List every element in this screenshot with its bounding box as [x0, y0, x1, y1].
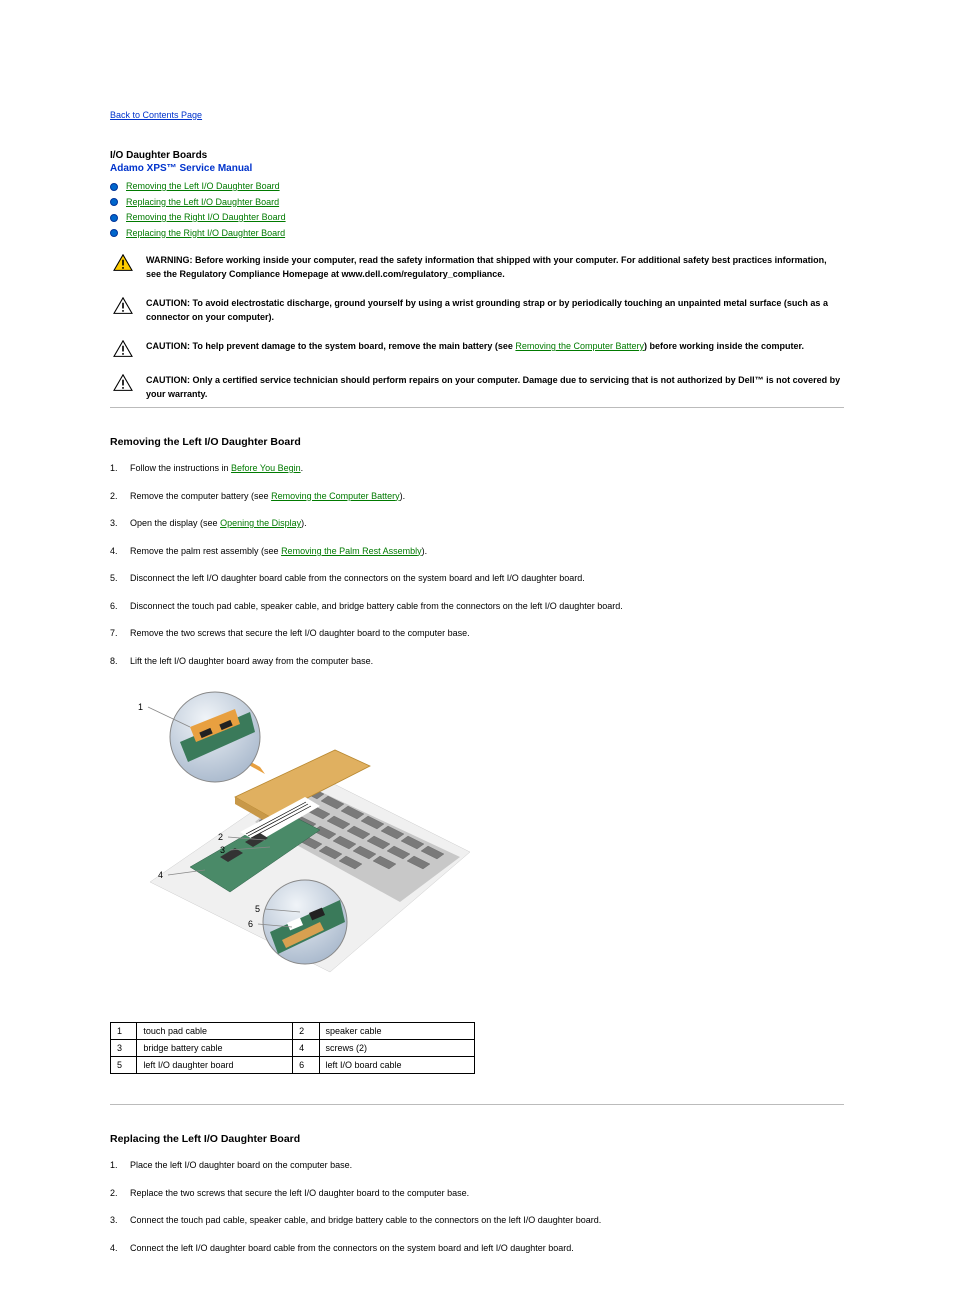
legend-label: speaker cable: [319, 1023, 474, 1040]
steps-remove: Follow the instructions in Before You Be…: [110, 462, 844, 668]
caution-text-3: CAUTION: Only a certified service techni…: [146, 375, 840, 399]
caution-icon: [113, 374, 133, 392]
step-text: Remove the palm rest assembly (see: [130, 546, 281, 556]
back-link[interactable]: Back to Contents Page: [110, 110, 202, 120]
step-text: ).: [422, 546, 428, 556]
caution-text-1: CAUTION: To avoid electrostatic discharg…: [146, 298, 828, 322]
step-link[interactable]: Removing the Computer Battery: [271, 491, 400, 501]
legend-num: 4: [293, 1040, 319, 1057]
caution-icon: [113, 297, 133, 315]
legend-label: left I/O daughter board: [137, 1057, 293, 1074]
sub-heading-2: Replacing the Left I/O Daughter Board: [110, 1133, 844, 1145]
table-row: 1 touch pad cable 2 speaker cable: [111, 1023, 475, 1040]
bullet-icon: [110, 198, 118, 206]
diagram: 1 2 3 4 5 6: [110, 682, 470, 982]
caution-link-2[interactable]: Removing the Computer Battery: [515, 341, 644, 351]
bullet-icon: [110, 183, 118, 191]
legend-table: 1 touch pad cable 2 speaker cable 3 brid…: [110, 1022, 475, 1074]
warning-notice: WARNING: Before working inside your comp…: [110, 254, 844, 281]
step-text: ).: [400, 491, 406, 501]
caution-notice: CAUTION: Only a certified service techni…: [110, 374, 844, 401]
step-text: Connect the left I/O daughter board cabl…: [130, 1243, 574, 1253]
legend-num: 5: [111, 1057, 137, 1074]
bullet-link-0[interactable]: Removing the Left I/O Daughter Board: [126, 180, 280, 194]
legend-num: 1: [111, 1023, 137, 1040]
divider: [110, 1104, 844, 1105]
caution-notice: CAUTION: To avoid electrostatic discharg…: [110, 297, 844, 324]
manual-title: Adamo XPS™ Service Manual: [110, 163, 844, 174]
caution-text-2-post: ) before working inside the computer.: [644, 341, 804, 351]
step-link[interactable]: Opening the Display: [220, 518, 301, 528]
bullet-icon: [110, 214, 118, 222]
step-text: Lift the left I/O daughter board away fr…: [130, 656, 373, 666]
svg-text:6: 6: [248, 919, 253, 929]
bullet-link-2[interactable]: Removing the Right I/O Daughter Board: [126, 211, 286, 225]
step-text: Follow the instructions in: [130, 463, 231, 473]
step-text: Remove the computer battery (see: [130, 491, 271, 501]
legend-label: screws (2): [319, 1040, 474, 1057]
caution-text-2-pre: CAUTION: To help prevent damage to the s…: [146, 341, 515, 351]
legend-label: bridge battery cable: [137, 1040, 293, 1057]
step-text: Disconnect the left I/O daughter board c…: [130, 573, 585, 583]
svg-text:3: 3: [220, 845, 225, 855]
step-text: Open the display (see: [130, 518, 220, 528]
step-link[interactable]: Removing the Palm Rest Assembly: [281, 546, 422, 556]
svg-text:1: 1: [138, 702, 143, 712]
legend-label: left I/O board cable: [319, 1057, 474, 1074]
legend-num: 6: [293, 1057, 319, 1074]
bullet-link-3[interactable]: Replacing the Right I/O Daughter Board: [126, 227, 285, 241]
svg-text:2: 2: [218, 832, 223, 842]
divider: [110, 407, 844, 408]
legend-num: 3: [111, 1040, 137, 1057]
step-text: ).: [301, 518, 307, 528]
step-text: .: [301, 463, 304, 473]
step-text: Connect the touch pad cable, speaker cab…: [130, 1215, 601, 1225]
step-text: Disconnect the touch pad cable, speaker …: [130, 601, 623, 611]
svg-text:5: 5: [255, 904, 260, 914]
section-title: I/O Daughter Boards: [110, 150, 844, 161]
svg-text:4: 4: [158, 870, 163, 880]
legend-label: touch pad cable: [137, 1023, 293, 1040]
sub-heading-1: Removing the Left I/O Daughter Board: [110, 436, 844, 448]
bullet-link-1[interactable]: Replacing the Left I/O Daughter Board: [126, 196, 279, 210]
step-text: Remove the two screws that secure the le…: [130, 628, 470, 638]
warning-text: WARNING: Before working inside your comp…: [146, 255, 827, 279]
table-row: 5 left I/O daughter board 6 left I/O boa…: [111, 1057, 475, 1074]
steps-replace: Place the left I/O daughter board on the…: [110, 1159, 844, 1255]
warning-icon: [113, 254, 133, 272]
table-row: 3 bridge battery cable 4 screws (2): [111, 1040, 475, 1057]
legend-num: 2: [293, 1023, 319, 1040]
section-links: Removing the Left I/O Daughter Board Rep…: [110, 180, 844, 240]
step-text: Replace the two screws that secure the l…: [130, 1188, 469, 1198]
step-text: Place the left I/O daughter board on the…: [130, 1160, 352, 1170]
caution-notice: CAUTION: To help prevent damage to the s…: [110, 340, 844, 358]
bullet-icon: [110, 229, 118, 237]
step-link[interactable]: Before You Begin: [231, 463, 301, 473]
caution-icon: [113, 340, 133, 358]
